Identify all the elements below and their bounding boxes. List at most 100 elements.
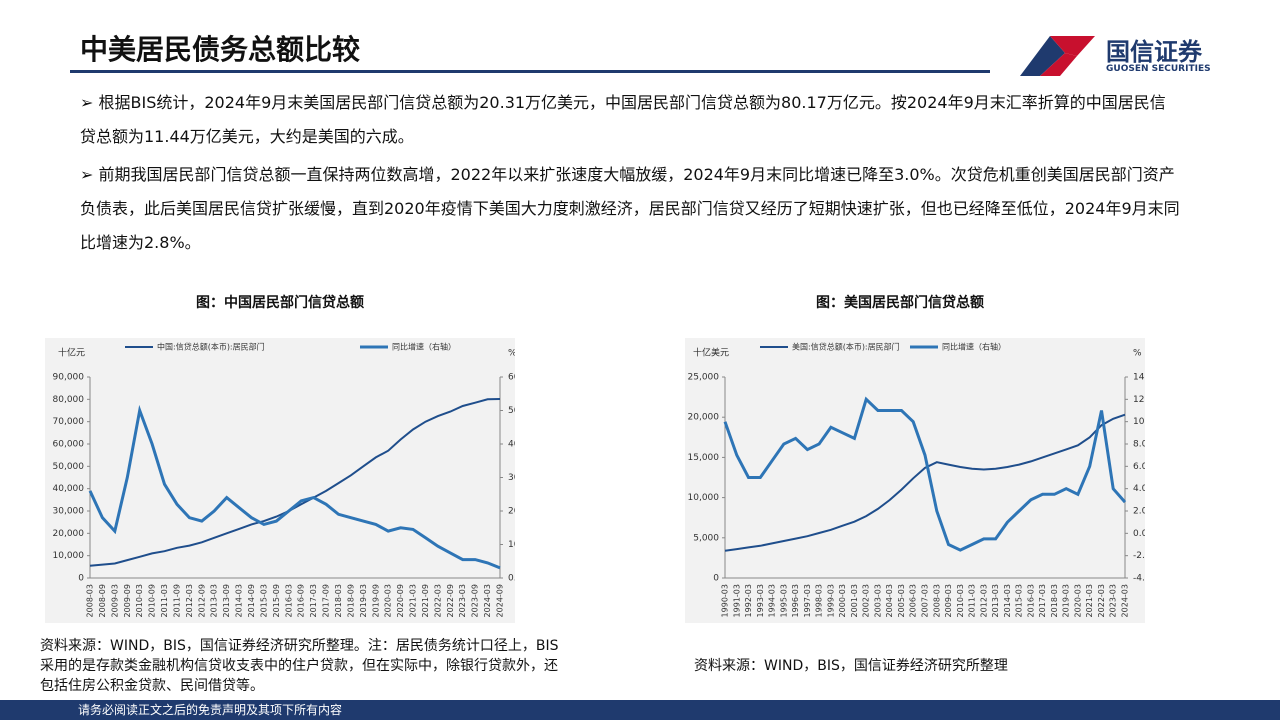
x-tick-label: 2022-03 <box>1097 584 1106 617</box>
y-tick-label: 0 <box>713 574 719 584</box>
x-tick-label: 2022-09 <box>446 584 455 617</box>
source-note: 资料来源：WIND，BIS，国信证券经济研究所整理。注：居民债务统计口径上，BI… <box>40 638 559 694</box>
x-tick-label: 2012-09 <box>197 584 206 617</box>
x-tick-label: 2005-03 <box>897 584 906 617</box>
x-tick-label: 2002-03 <box>862 584 871 617</box>
x-tick-label: 2016-09 <box>297 584 306 617</box>
y2-tick-label: -4.00 <box>1133 574 1145 584</box>
x-tick-label: 2021-03 <box>1085 584 1094 617</box>
y2-tick-label: 12.00 <box>1133 395 1145 405</box>
chart-title: 图：中国居民部门信贷总额 <box>196 295 364 311</box>
x-tick-label: 2024-03 <box>483 584 492 617</box>
y-tick-label: 20,000 <box>53 529 85 539</box>
x-tick-label: 2015-03 <box>1015 584 1024 617</box>
x-tick-label: 1994-03 <box>768 584 777 617</box>
logo-subtext: GUOSEN SECURITIES <box>1106 64 1211 74</box>
y2-tick-label: 50.00 <box>508 406 515 416</box>
y2-tick-label: 4.00 <box>1133 484 1145 494</box>
x-tick-label: 2001-03 <box>850 584 859 617</box>
x-tick-label: 2024-03 <box>1121 584 1130 617</box>
chart-title: 图：美国居民部门信贷总额 <box>816 295 984 311</box>
y-tick-label: 60,000 <box>53 440 85 450</box>
y-tick-label: 40,000 <box>53 484 85 494</box>
x-tick-label: 2019-03 <box>1062 584 1071 617</box>
y-tick-label: 50,000 <box>53 462 85 472</box>
line-series <box>723 396 1127 552</box>
x-tick-label: 2011-09 <box>172 584 181 617</box>
x-tick-label: 2023-03 <box>1109 584 1118 617</box>
y-tick-label: 25,000 <box>688 373 720 383</box>
x-tick-label: 2018-03 <box>334 584 343 617</box>
y-tick-label: 15,000 <box>688 453 720 463</box>
x-tick-label: 1997-03 <box>803 584 812 617</box>
x-tick-label: 2008-09 <box>98 584 107 617</box>
x-tick-label: 2019-09 <box>371 584 380 617</box>
chart-background <box>685 338 1145 623</box>
x-tick-label: 2013-03 <box>991 584 1000 617</box>
x-tick-label: 2020-03 <box>384 584 393 617</box>
y2-tick-label: 20.00 <box>508 507 515 517</box>
x-tick-label: 2007-03 <box>921 584 930 617</box>
footer: 请务必阅读正文之后的免责声明及其项下所有内容 <box>0 700 1280 720</box>
y-tick-label: 90,000 <box>53 373 85 383</box>
y2-tick-label: 30.00 <box>508 473 515 483</box>
x-tick-label: 2019-03 <box>359 584 368 617</box>
y-tick-label: 10,000 <box>53 551 85 561</box>
y-tick-label: 0 <box>78 574 84 584</box>
x-tick-label: 2000-03 <box>838 584 847 617</box>
x-tick-label: 2020-09 <box>396 584 405 617</box>
x-tick-label: 2006-03 <box>909 584 918 617</box>
x-tick-label: 2010-03 <box>956 584 965 617</box>
x-tick-label: 2014-03 <box>1003 584 1012 617</box>
y-tick-label: 10,000 <box>688 493 720 503</box>
y2-tick-label: 14.00 <box>1133 373 1145 383</box>
slide-title: 中美居民债务总额比较 <box>80 33 361 66</box>
x-tick-label: 2011-03 <box>968 584 977 617</box>
x-tick-label: 2004-03 <box>885 584 894 617</box>
x-tick-label: 2008-03 <box>932 584 941 617</box>
y2-tick-label: 0.00 <box>1133 529 1145 539</box>
x-tick-label: 2018-09 <box>346 584 355 617</box>
x-tick-label: 2010-03 <box>135 584 144 617</box>
y2-tick-label: -2.00 <box>1133 551 1145 561</box>
x-tick-label: 2009-03 <box>110 584 119 617</box>
x-tick-label: 2009-09 <box>123 584 132 617</box>
chart: 十亿元% 0 10,000 20,000 30,000 40,000 50,000 60,00… <box>45 338 515 623</box>
x-tick-label: 2012-03 <box>185 584 194 617</box>
bullet: ➢ 前期我国居民部门信贷总额一直保持两位数高增，2022年以来扩张速度大幅放缓，… <box>80 165 1180 252</box>
x-tick-label: 2016-03 <box>1026 584 1035 617</box>
x-tick-label: 1999-03 <box>826 584 835 617</box>
x-tick-label: 2014-03 <box>235 584 244 617</box>
line-series <box>724 413 1126 552</box>
x-tick-label: 2013-03 <box>210 584 219 617</box>
y-tick-label: 20,000 <box>688 413 720 423</box>
x-tick-label: 2024-09 <box>496 584 505 617</box>
y2-axis-label: % <box>508 349 515 359</box>
x-tick-label: 1991-03 <box>732 584 741 617</box>
legend-label: 中国:信贷总额(本币):居民部门 <box>157 342 265 352</box>
chart: 十亿美元% 0 5,000 10,000 15,000 20,000 25,000 -4.00… <box>685 338 1145 623</box>
x-tick-label: 2008-03 <box>86 584 95 617</box>
logo-text: 国信证券 <box>1106 38 1202 66</box>
logo-mark <box>1020 36 1095 76</box>
y-tick-label: 5,000 <box>693 533 719 543</box>
chart-background <box>45 338 515 623</box>
x-tick-label: 2015-03 <box>259 584 268 617</box>
x-tick-label: 2018-03 <box>1050 584 1059 617</box>
x-tick-label: 1998-03 <box>815 584 824 617</box>
x-tick-label: 2016-03 <box>284 584 293 617</box>
y2-tick-label: 0.00 <box>508 574 515 584</box>
source-note: 资料来源：WIND，BIS，国信证券经济研究所整理 <box>694 658 1008 674</box>
line-series <box>88 404 501 570</box>
x-tick-label: 1993-03 <box>756 584 765 617</box>
x-tick-label: 1996-03 <box>791 584 800 617</box>
x-tick-label: 2015-09 <box>272 584 281 617</box>
x-tick-label: 2021-03 <box>409 584 418 617</box>
x-tick-label: 2013-09 <box>222 584 231 617</box>
legend-label: 美国:信贷总额(本币):居民部门 <box>792 342 900 352</box>
title-rule <box>70 70 990 73</box>
x-tick-label: 2012-03 <box>979 584 988 617</box>
legend-label: 同比增速（右轴） <box>392 342 456 352</box>
x-tick-label: 2022-03 <box>433 584 442 617</box>
